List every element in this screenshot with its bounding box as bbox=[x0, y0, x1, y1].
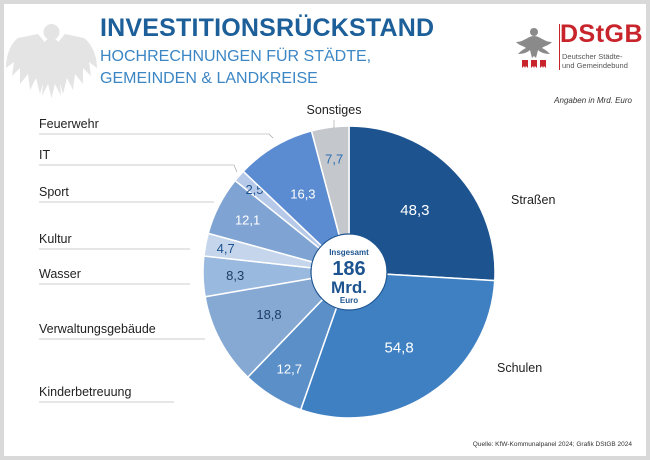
logo-subtitle: Deutscher Städte- und Gemeindebund bbox=[562, 52, 628, 70]
leader-line-it bbox=[39, 164, 238, 173]
category-label-wasser: Wasser bbox=[39, 267, 81, 281]
value-label-feuerwehr: 16,3 bbox=[290, 187, 315, 202]
value-label-wasser: 8,3 bbox=[226, 268, 244, 283]
pie-slice-strassen bbox=[348, 125, 496, 282]
page-subtitle: HOCHRECHNUNGEN FÜR STÄDTE, GEMEINDEN & L… bbox=[100, 46, 371, 90]
center-label-unit: Mrd. bbox=[331, 278, 367, 297]
category-label-verwaltungsgebaeude: Verwaltungsgebäude bbox=[39, 322, 156, 336]
eagle-watermark-icon bbox=[6, 24, 97, 98]
value-label-sonstiges: 7,7 bbox=[325, 152, 343, 167]
dstgb-eagle-logo-icon bbox=[516, 28, 552, 68]
value-label-kultur: 4,7 bbox=[217, 241, 235, 256]
source-note: Quelle: KfW-Kommunalpanel 2024; Grafik D… bbox=[472, 441, 632, 448]
category-label-kinderbetreuung: Kinderbetreuung bbox=[39, 385, 131, 399]
center-total-badge bbox=[310, 233, 388, 311]
category-label-sonstiges: Sonstiges bbox=[307, 103, 362, 117]
page-title: INVESTITIONSRÜCKSTAND bbox=[100, 14, 435, 42]
value-label-verwaltungsgebaeude: 18,8 bbox=[256, 307, 281, 322]
logo-subtitle-line-1: Deutscher Städte- bbox=[562, 52, 623, 61]
logo-wordmark: DStGB bbox=[560, 20, 644, 48]
subtitle-line-1: HOCHRECHNUNGEN FÜR STÄDTE, bbox=[100, 48, 372, 65]
value-label-kinderbetreuung: 12,7 bbox=[277, 362, 302, 377]
pie-slice-verwaltungsgebaeude bbox=[204, 270, 352, 379]
logo-divider bbox=[559, 24, 560, 70]
value-label-schulen: 54,8 bbox=[384, 340, 413, 357]
category-label-it: IT bbox=[39, 148, 50, 162]
category-label-sport: Sport bbox=[39, 185, 69, 199]
value-label-strassen: 48,3 bbox=[400, 202, 429, 219]
value-label-sport: 12,1 bbox=[235, 213, 260, 228]
center-label-total-value: 186 bbox=[332, 258, 365, 280]
subtitle-line-2: GEMEINDEN & LANDKREISE bbox=[100, 70, 318, 87]
logo-subtitle-line-2: und Gemeindebund bbox=[562, 61, 628, 70]
center-label-total-caption: Insgesamt bbox=[329, 248, 369, 257]
category-label-kultur: Kultur bbox=[39, 232, 72, 246]
leader-line-feuerwehr bbox=[39, 133, 274, 139]
category-label-strassen: Straßen bbox=[511, 193, 556, 207]
category-label-feuerwehr: Feuerwehr bbox=[39, 117, 99, 131]
center-label-currency: Euro bbox=[340, 296, 358, 305]
units-note: Angaben in Mrd. Euro bbox=[554, 96, 632, 105]
category-label-schulen: Schulen bbox=[497, 361, 542, 375]
pie-chart: 48,3 Straßen 54,8 Schulen 12,7 Kinderbetreuun… bbox=[39, 103, 556, 419]
infographic-card: INVESTITIONSRÜCKSTAND HOCHRECHNUNGEN FÜR… bbox=[4, 4, 646, 456]
